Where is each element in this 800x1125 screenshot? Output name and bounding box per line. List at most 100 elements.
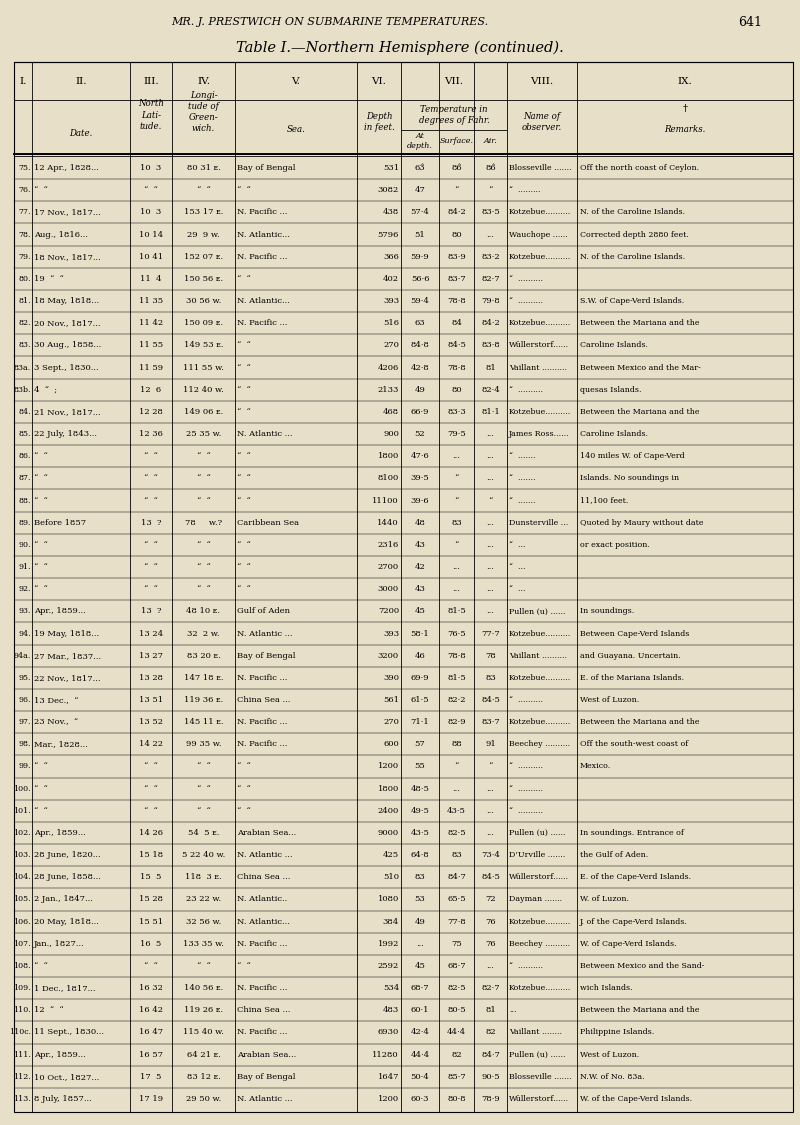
Text: “  “: “ “: [197, 496, 210, 504]
Text: 78·8: 78·8: [447, 297, 466, 305]
Text: ...: ...: [486, 562, 494, 572]
Text: J. of the Cape-Verd Islands.: J. of the Cape-Verd Islands.: [580, 918, 688, 926]
Text: 18 May, 1818...: 18 May, 1818...: [34, 297, 99, 305]
Text: 83a.: 83a.: [14, 363, 31, 371]
Text: 119 36 ᴇ.: 119 36 ᴇ.: [184, 696, 223, 704]
Text: N. Pacific ...: N. Pacific ...: [237, 1028, 287, 1036]
Text: 1200: 1200: [378, 1095, 399, 1102]
Text: 1992: 1992: [378, 939, 399, 947]
Text: “  “: “ “: [237, 341, 250, 350]
Text: “  .......: “ .......: [509, 496, 535, 504]
Text: In soundings.: In soundings.: [580, 608, 634, 615]
Text: 80.: 80.: [18, 274, 31, 282]
Text: wich Islands.: wich Islands.: [580, 984, 633, 992]
Text: 16 47: 16 47: [139, 1028, 163, 1036]
Text: 21 Nov., 1817...: 21 Nov., 1817...: [34, 408, 101, 416]
Text: 32  2 w.: 32 2 w.: [187, 630, 220, 638]
Text: Kotzebue..........: Kotzebue..........: [509, 253, 571, 261]
Text: “  “: “ “: [197, 962, 210, 970]
Text: Wauchope ......: Wauchope ......: [509, 231, 568, 238]
Text: 13 51: 13 51: [139, 696, 163, 704]
Text: “  “: “ “: [237, 585, 250, 593]
Text: ...: ...: [486, 452, 494, 460]
Text: 77·8: 77·8: [447, 918, 466, 926]
Text: 15 28: 15 28: [139, 896, 163, 903]
Text: 900: 900: [383, 430, 399, 438]
Text: 97.: 97.: [18, 718, 31, 726]
Text: N. Pacific ...: N. Pacific ...: [237, 740, 287, 748]
Text: N. Pacific ...: N. Pacific ...: [237, 718, 287, 726]
Text: Jan., 1827...: Jan., 1827...: [34, 939, 85, 947]
Text: Bay of Bengal: Bay of Bengal: [237, 651, 295, 659]
Text: 48·5: 48·5: [410, 784, 430, 793]
Text: 115 40 w.: 115 40 w.: [183, 1028, 224, 1036]
Text: 112 40 w.: 112 40 w.: [183, 386, 224, 394]
Text: 94a.: 94a.: [14, 651, 31, 659]
Text: 119 26 ᴇ.: 119 26 ᴇ.: [184, 1006, 223, 1015]
Text: 82·5: 82·5: [447, 829, 466, 837]
Text: Philippine Islands.: Philippine Islands.: [580, 1028, 654, 1036]
Text: 95.: 95.: [18, 674, 31, 682]
Text: 5796: 5796: [378, 231, 399, 238]
Text: Wüllerstorf......: Wüllerstorf......: [509, 341, 569, 350]
Text: 76.: 76.: [18, 187, 31, 195]
Text: 49·5: 49·5: [410, 807, 430, 814]
Text: 79·8: 79·8: [481, 297, 500, 305]
Text: “  ..........: “ ..........: [509, 386, 543, 394]
Text: N. Atlantic ...: N. Atlantic ...: [237, 430, 293, 438]
Text: ...: ...: [453, 452, 461, 460]
Text: 11 55: 11 55: [139, 341, 163, 350]
Text: ...: ...: [486, 784, 494, 793]
Text: N. Pacific ...: N. Pacific ...: [237, 939, 287, 947]
Text: “  ..........: “ ..........: [509, 696, 543, 704]
Text: “  “: “ “: [34, 541, 48, 549]
Text: 83: 83: [485, 674, 496, 682]
Text: 91: 91: [485, 740, 496, 748]
Text: 30 56 w.: 30 56 w.: [186, 297, 221, 305]
Text: 39·5: 39·5: [410, 475, 430, 483]
Text: Dunsterville ...: Dunsterville ...: [509, 519, 568, 526]
Text: 49: 49: [414, 386, 426, 394]
Text: 50·4: 50·4: [410, 1073, 430, 1081]
Text: Kotzebue..........: Kotzebue..........: [509, 319, 571, 327]
Text: 99 35 w.: 99 35 w.: [186, 740, 222, 748]
Text: 534: 534: [382, 984, 399, 992]
Text: 140 56 ᴇ.: 140 56 ᴇ.: [184, 984, 223, 992]
Text: 1 Dec., 1817...: 1 Dec., 1817...: [34, 984, 95, 992]
Text: West of Luzon.: West of Luzon.: [580, 696, 639, 704]
Text: “  “: “ “: [144, 541, 158, 549]
Text: 10 Oct., 1827...: 10 Oct., 1827...: [34, 1073, 99, 1081]
Text: Quoted by Maury without date: Quoted by Maury without date: [580, 519, 703, 526]
Text: “  .......: “ .......: [509, 475, 535, 483]
Text: quesas Islands.: quesas Islands.: [580, 386, 642, 394]
Text: E. of the Mariana Islands.: E. of the Mariana Islands.: [580, 674, 684, 682]
Text: “  “: “ “: [237, 541, 250, 549]
Text: 82·5: 82·5: [447, 984, 466, 992]
Text: 28 June, 1820...: 28 June, 1820...: [34, 852, 101, 860]
Text: 2316: 2316: [378, 541, 399, 549]
Text: 52: 52: [414, 430, 426, 438]
Text: “  “: “ “: [34, 763, 48, 771]
Text: 9000: 9000: [378, 829, 399, 837]
Text: 78·9: 78·9: [481, 1095, 500, 1102]
Text: “  “: “ “: [237, 408, 250, 416]
Text: 54  5 ᴇ.: 54 5 ᴇ.: [188, 829, 219, 837]
Text: 42·8: 42·8: [410, 363, 430, 371]
Text: MR. J. PRESTWICH ON SUBMARINE TEMPERATURES.: MR. J. PRESTWICH ON SUBMARINE TEMPERATUR…: [171, 17, 489, 27]
Text: 100.: 100.: [14, 784, 31, 793]
Text: “  “: “ “: [34, 562, 48, 572]
Text: China Sea ...: China Sea ...: [237, 873, 290, 881]
Text: 80·8: 80·8: [447, 1095, 466, 1102]
Text: 4206: 4206: [378, 363, 399, 371]
Text: 66·9: 66·9: [410, 408, 430, 416]
Text: 88: 88: [451, 740, 462, 748]
Text: 1440: 1440: [378, 519, 399, 526]
Text: 84·2: 84·2: [447, 208, 466, 216]
Text: ...: ...: [486, 430, 494, 438]
Text: 1200: 1200: [378, 763, 399, 771]
Text: Vaillant ..........: Vaillant ..........: [509, 363, 567, 371]
Text: Before 1857: Before 1857: [34, 519, 86, 526]
Text: “  ..........: “ ..........: [509, 784, 543, 793]
Text: 83 20 ᴇ.: 83 20 ᴇ.: [186, 651, 220, 659]
Text: 102.: 102.: [14, 829, 31, 837]
